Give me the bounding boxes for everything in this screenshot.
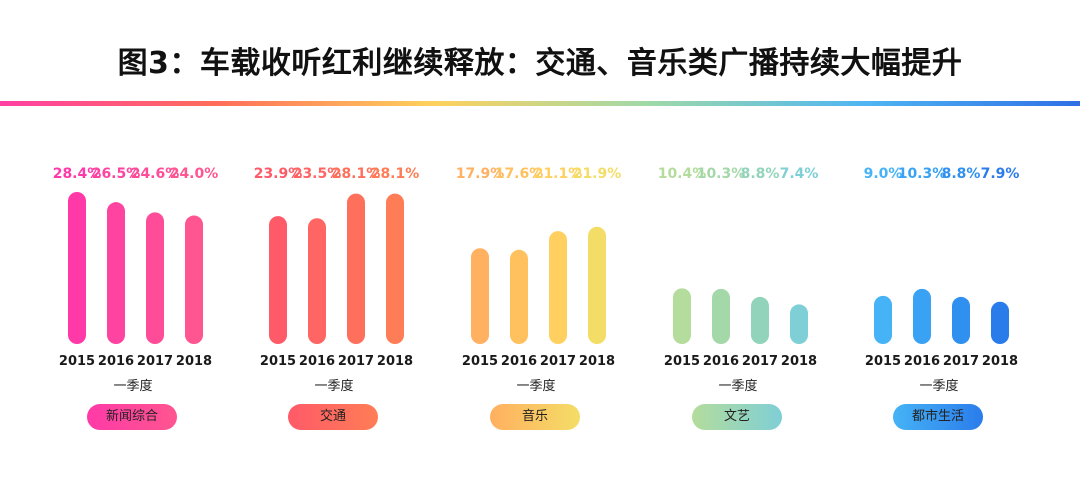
bar [146, 212, 164, 344]
bar [386, 193, 404, 344]
bar [510, 249, 528, 344]
x-tick-label: 2017 [338, 354, 374, 369]
bar [308, 218, 326, 344]
x-tick-label: 2015 [865, 354, 901, 369]
data-label: 10.3% [898, 166, 947, 182]
x-tick-label: 2017 [540, 354, 576, 369]
data-label: 8.8% [942, 166, 981, 182]
data-label: 7.9% [981, 166, 1020, 182]
data-label: 10.4% [658, 166, 707, 182]
chart-panel-3: 10.4% 2015 10.3% 2016 8.8% 2017 7.4% 2018 一季度文艺 [645, 150, 831, 450]
legend-pill[interactable]: 文艺 [692, 404, 782, 430]
bar [107, 202, 125, 344]
x-tick-label: 2018 [982, 354, 1018, 369]
bar-chart-svg: 28.4% 2015 26.5% 2016 24.6% 2017 24.0% 2018 [53, 166, 219, 369]
bar [790, 304, 808, 344]
chart-panel-4: 9.0% 2015 10.3% 2016 8.8% 2017 7.9% 2018 一季度都市生活 [846, 150, 1032, 450]
data-label: 28.1% [332, 166, 381, 182]
data-label: 9.0% [864, 166, 903, 182]
period-label: 一季度 [314, 379, 354, 394]
x-tick-label: 2018 [781, 354, 817, 369]
data-label: 8.8% [741, 166, 780, 182]
x-tick-label: 2016 [501, 354, 537, 369]
legend-pill[interactable]: 交通 [288, 404, 378, 430]
data-label: 24.0% [170, 166, 219, 182]
legend-pill[interactable]: 新闻综合 [87, 404, 177, 430]
bar [751, 296, 769, 344]
bar-chart-svg: 23.9% 2015 23.5% 2016 28.1% 2017 28.1% 2018 [254, 166, 420, 369]
data-label: 26.5% [92, 166, 141, 182]
data-label: 21.1% [534, 166, 583, 182]
x-tick-label: 2017 [943, 354, 979, 369]
bar [68, 192, 86, 344]
bar [991, 301, 1009, 344]
bar [185, 215, 203, 344]
data-label: 23.5% [293, 166, 342, 182]
chart-panel-2: 17.9% 2015 17.6% 2016 21.1% 2017 21.9% 2018 一季度音… [443, 150, 629, 450]
x-tick-label: 2018 [176, 354, 212, 369]
x-tick-label: 2018 [579, 354, 615, 369]
x-tick-label: 2016 [299, 354, 335, 369]
bar-chart-svg: 10.4% 2015 10.3% 2016 8.8% 2017 7.4% 2018 [658, 166, 819, 369]
bar-chart-svg: 17.9% 2015 17.6% 2016 21.1% 2017 21.9% 2018 [456, 166, 622, 369]
data-label: 23.9% [254, 166, 303, 182]
bar [588, 226, 606, 344]
period-label: 一季度 [113, 379, 153, 394]
bar [347, 193, 365, 344]
legend-pill[interactable]: 都市生活 [893, 404, 983, 430]
bar [549, 231, 567, 344]
data-label: 7.4% [780, 166, 819, 182]
data-label: 28.1% [371, 166, 420, 182]
data-label: 28.4% [53, 166, 102, 182]
x-tick-label: 2017 [742, 354, 778, 369]
data-label: 21.9% [573, 166, 622, 182]
x-tick-label: 2015 [59, 354, 95, 369]
bar [673, 288, 691, 344]
bar [269, 216, 287, 344]
data-label: 17.9% [456, 166, 505, 182]
bar [712, 288, 730, 344]
x-tick-label: 2018 [377, 354, 413, 369]
x-tick-label: 2015 [664, 354, 700, 369]
period-label: 一季度 [718, 379, 758, 394]
data-label: 17.6% [495, 166, 544, 182]
x-tick-label: 2015 [462, 354, 498, 369]
bar [874, 295, 892, 344]
gradient-divider [0, 101, 1080, 106]
data-label: 24.6% [131, 166, 180, 182]
x-tick-label: 2016 [98, 354, 134, 369]
x-tick-label: 2015 [260, 354, 296, 369]
bar [913, 288, 931, 344]
legend-pill[interactable]: 音乐 [490, 404, 580, 430]
chart-panel-0: 28.4% 2015 26.5% 2016 24.6% 2017 24.0% 2018 一季度新… [40, 150, 226, 450]
data-label: 10.3% [697, 166, 746, 182]
x-tick-label: 2017 [137, 354, 173, 369]
period-label: 一季度 [516, 379, 556, 394]
x-tick-label: 2016 [904, 354, 940, 369]
bar [952, 296, 970, 344]
chart-title: 图3：车载收听红利继续释放：交通、音乐类广播持续大幅提升 [117, 46, 963, 81]
bar [471, 248, 489, 344]
x-tick-label: 2016 [703, 354, 739, 369]
chart-panel-1: 23.9% 2015 23.5% 2016 28.1% 2017 28.1% 2018 一季度交… [241, 150, 427, 450]
bar-chart-svg: 9.0% 2015 10.3% 2016 8.8% 2017 7.9% 2018 [864, 166, 1020, 369]
period-label: 一季度 [919, 379, 959, 394]
